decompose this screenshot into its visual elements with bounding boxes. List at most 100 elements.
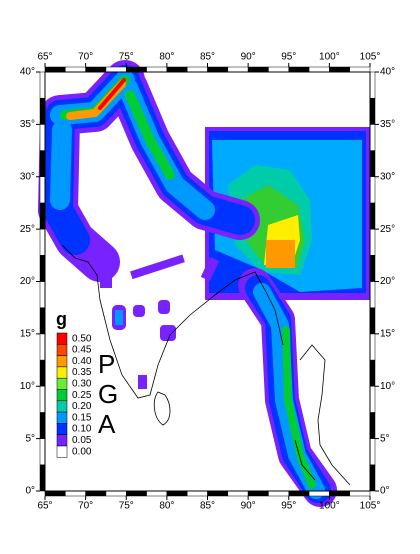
legend-label: 0.20 <box>72 401 92 412</box>
zone <box>115 310 123 325</box>
frame-segment <box>369 150 376 177</box>
frame-segment <box>39 438 46 466</box>
legend-label: 0.35 <box>72 367 92 378</box>
frame-segment <box>39 359 46 387</box>
legend-swatch <box>56 445 68 458</box>
legend-title: g <box>56 309 67 329</box>
frame-segment <box>369 176 376 204</box>
frame-segment <box>44 66 66 73</box>
frame-segment <box>39 412 46 439</box>
coastline <box>61 244 284 399</box>
legend-label: 0.00 <box>72 446 92 457</box>
lat-label: 30° <box>20 171 35 182</box>
pga-letter: G <box>98 379 118 409</box>
frame-segment <box>369 464 376 492</box>
frame-segment <box>349 66 371 73</box>
frame-segment <box>39 255 46 282</box>
frame-segment <box>369 124 376 151</box>
legend-swatch <box>56 423 68 435</box>
frame-segment <box>369 359 376 387</box>
lat-label: 10° <box>20 381 35 392</box>
legend-label: 0.40 <box>72 356 92 367</box>
legend-label: 0.10 <box>72 424 92 435</box>
lat-label: 0° <box>380 486 390 497</box>
lon-label: 85° <box>200 52 215 63</box>
frame-segment <box>308 66 330 73</box>
frame-segment <box>44 490 66 497</box>
lat-label: 25° <box>20 224 35 235</box>
lat-label: 5° <box>380 433 390 444</box>
lon-label: 95° <box>281 52 296 63</box>
frame-segment <box>146 66 168 73</box>
frame-segment <box>126 66 147 73</box>
lon-label: 85° <box>200 501 215 512</box>
frame-segment <box>369 228 376 256</box>
legend-label: 0.05 <box>72 435 92 446</box>
frame-segment <box>329 66 350 73</box>
frame-segment <box>247 66 269 73</box>
coastline <box>153 391 171 426</box>
frame-segment <box>65 490 86 497</box>
legend-swatch <box>56 332 68 345</box>
frame-segment <box>85 66 107 73</box>
zone <box>130 254 185 280</box>
legend-label: 0.45 <box>72 345 92 356</box>
lon-label: 70° <box>78 52 93 63</box>
frame-segment <box>39 71 46 99</box>
lat-label: 30° <box>380 171 395 182</box>
frame-segment <box>39 228 46 256</box>
frame-segment <box>39 124 46 151</box>
frame-segment <box>207 490 229 497</box>
frame-segment <box>85 490 107 497</box>
lon-label: 80° <box>159 52 174 63</box>
zone <box>133 305 145 317</box>
lat-label: 10° <box>380 381 395 392</box>
map-frame: 65° 65° 70° 70° 75° 75° 80° 80° 85° 85° 90° 90° 95° 9… <box>20 52 395 512</box>
legend-swatch <box>56 411 68 424</box>
frame-segment <box>166 66 188 73</box>
lon-label: 70° <box>78 501 93 512</box>
india-patches <box>100 254 220 389</box>
frame-segment <box>329 490 350 497</box>
frame-segment <box>288 66 310 73</box>
lon-label: 65° <box>37 501 52 512</box>
frame-segment <box>39 307 46 335</box>
legend-swatch <box>56 344 68 356</box>
legend-label: 0.15 <box>72 412 92 423</box>
frame-segment <box>369 71 376 99</box>
frame-segment <box>308 490 330 497</box>
lat-label: 40° <box>20 67 35 78</box>
lon-label: 100° <box>319 52 340 63</box>
frame-segment <box>369 307 376 335</box>
pga-letter: A <box>98 409 116 439</box>
lon-label: 105° <box>360 501 381 512</box>
lon-label: 75° <box>119 52 134 63</box>
hazard-zones <box>38 60 370 507</box>
frame-segment <box>126 490 147 497</box>
lat-label: 40° <box>380 67 395 78</box>
lon-label: 90° <box>241 501 256 512</box>
frame-segment <box>369 386 376 413</box>
legend-swatch <box>56 389 68 402</box>
frame-segment <box>268 66 289 73</box>
frame-segment <box>369 438 376 466</box>
frame-segment <box>65 66 86 73</box>
frame-segment <box>207 66 229 73</box>
lat-label: 20° <box>20 276 35 287</box>
frame-segment <box>227 66 249 73</box>
coastline <box>294 344 351 486</box>
frame-segment <box>39 281 46 308</box>
frame-segment <box>369 202 376 230</box>
burma-belt <box>238 268 337 507</box>
frame-segment <box>268 490 289 497</box>
lat-label: 5° <box>25 433 35 444</box>
frame-segment <box>247 490 269 497</box>
frame-segment <box>39 176 46 204</box>
lon-label: 65° <box>37 52 52 63</box>
frame-segment <box>105 490 127 497</box>
frame-segment <box>186 490 208 497</box>
coastlines <box>61 244 351 486</box>
frame-segment <box>369 412 376 439</box>
zone <box>100 270 112 288</box>
